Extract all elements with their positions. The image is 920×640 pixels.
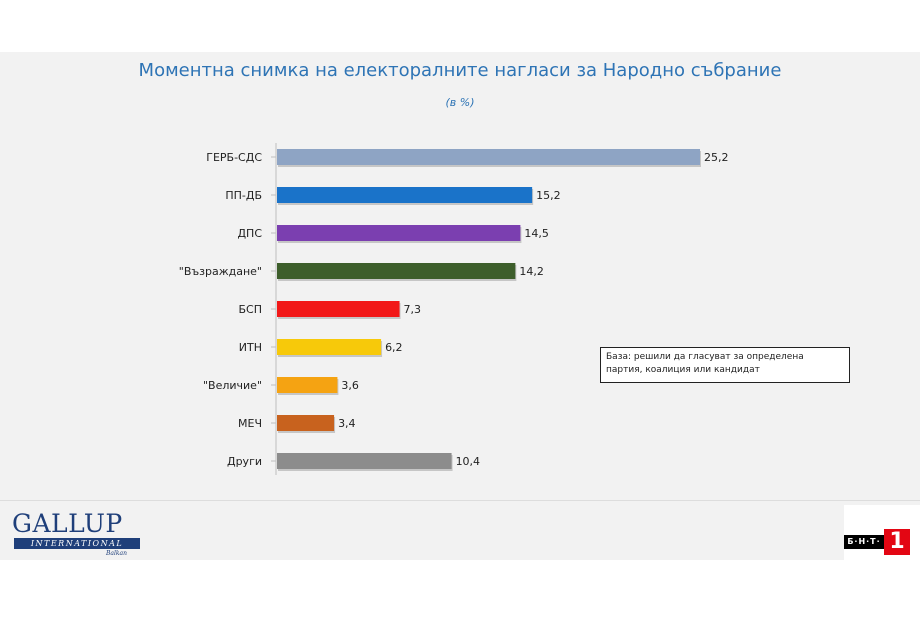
gallup-logo-band: INTERNATIONAL (14, 538, 140, 549)
base-note-line-1: База: решили да гласуват за определена (606, 352, 804, 362)
data-label: 15,2 (536, 189, 561, 202)
chart-title: Моментна снимка на електоралните нагласи… (138, 60, 782, 81)
bar (277, 187, 533, 203)
footer-divider (0, 500, 920, 501)
bar (277, 339, 382, 355)
bnt-logo-number: 1 (884, 529, 910, 555)
category-label: БСП (239, 303, 263, 316)
data-label: 7,3 (404, 303, 422, 316)
bnt1-logo: Б·Н·Т· 1 (844, 505, 920, 560)
chart-subtitle: (в %) (445, 96, 475, 109)
bnt-logo-text: Б·Н·Т· (844, 535, 884, 549)
category-label: ПП-ДБ (225, 189, 262, 202)
base-note: База: решили да гласуват за определена п… (600, 347, 850, 383)
bar (277, 263, 516, 279)
gallup-international-logo: GALLUP INTERNATIONAL Balkan (12, 511, 144, 559)
bar (277, 149, 700, 165)
category-label: ГЕРБ-СДС (206, 151, 262, 164)
category-label: ДПС (237, 227, 262, 240)
data-label: 14,5 (524, 227, 549, 240)
data-label: 10,4 (456, 455, 481, 468)
category-label: ИТН (239, 341, 262, 354)
data-label: 3,4 (338, 417, 356, 430)
category-label: МЕЧ (238, 417, 262, 430)
gallup-logo-subtext: Balkan (106, 550, 127, 557)
category-label: "Възраждане" (179, 265, 262, 278)
bar (277, 377, 338, 393)
data-label: 3,6 (341, 379, 359, 392)
bar (277, 225, 521, 241)
bar (277, 415, 335, 431)
bar (277, 301, 400, 317)
data-label: 14,2 (519, 265, 544, 278)
bar (277, 453, 452, 469)
data-label: 25,2 (704, 151, 729, 164)
slide-background (0, 52, 920, 560)
base-note-line-2: партия, коалиция или кандидат (606, 365, 760, 375)
gallup-logo-wordmark: GALLUP (12, 509, 123, 538)
category-label: "Величие" (203, 379, 262, 392)
data-label: 6,2 (385, 341, 403, 354)
category-label: Други (227, 455, 262, 468)
